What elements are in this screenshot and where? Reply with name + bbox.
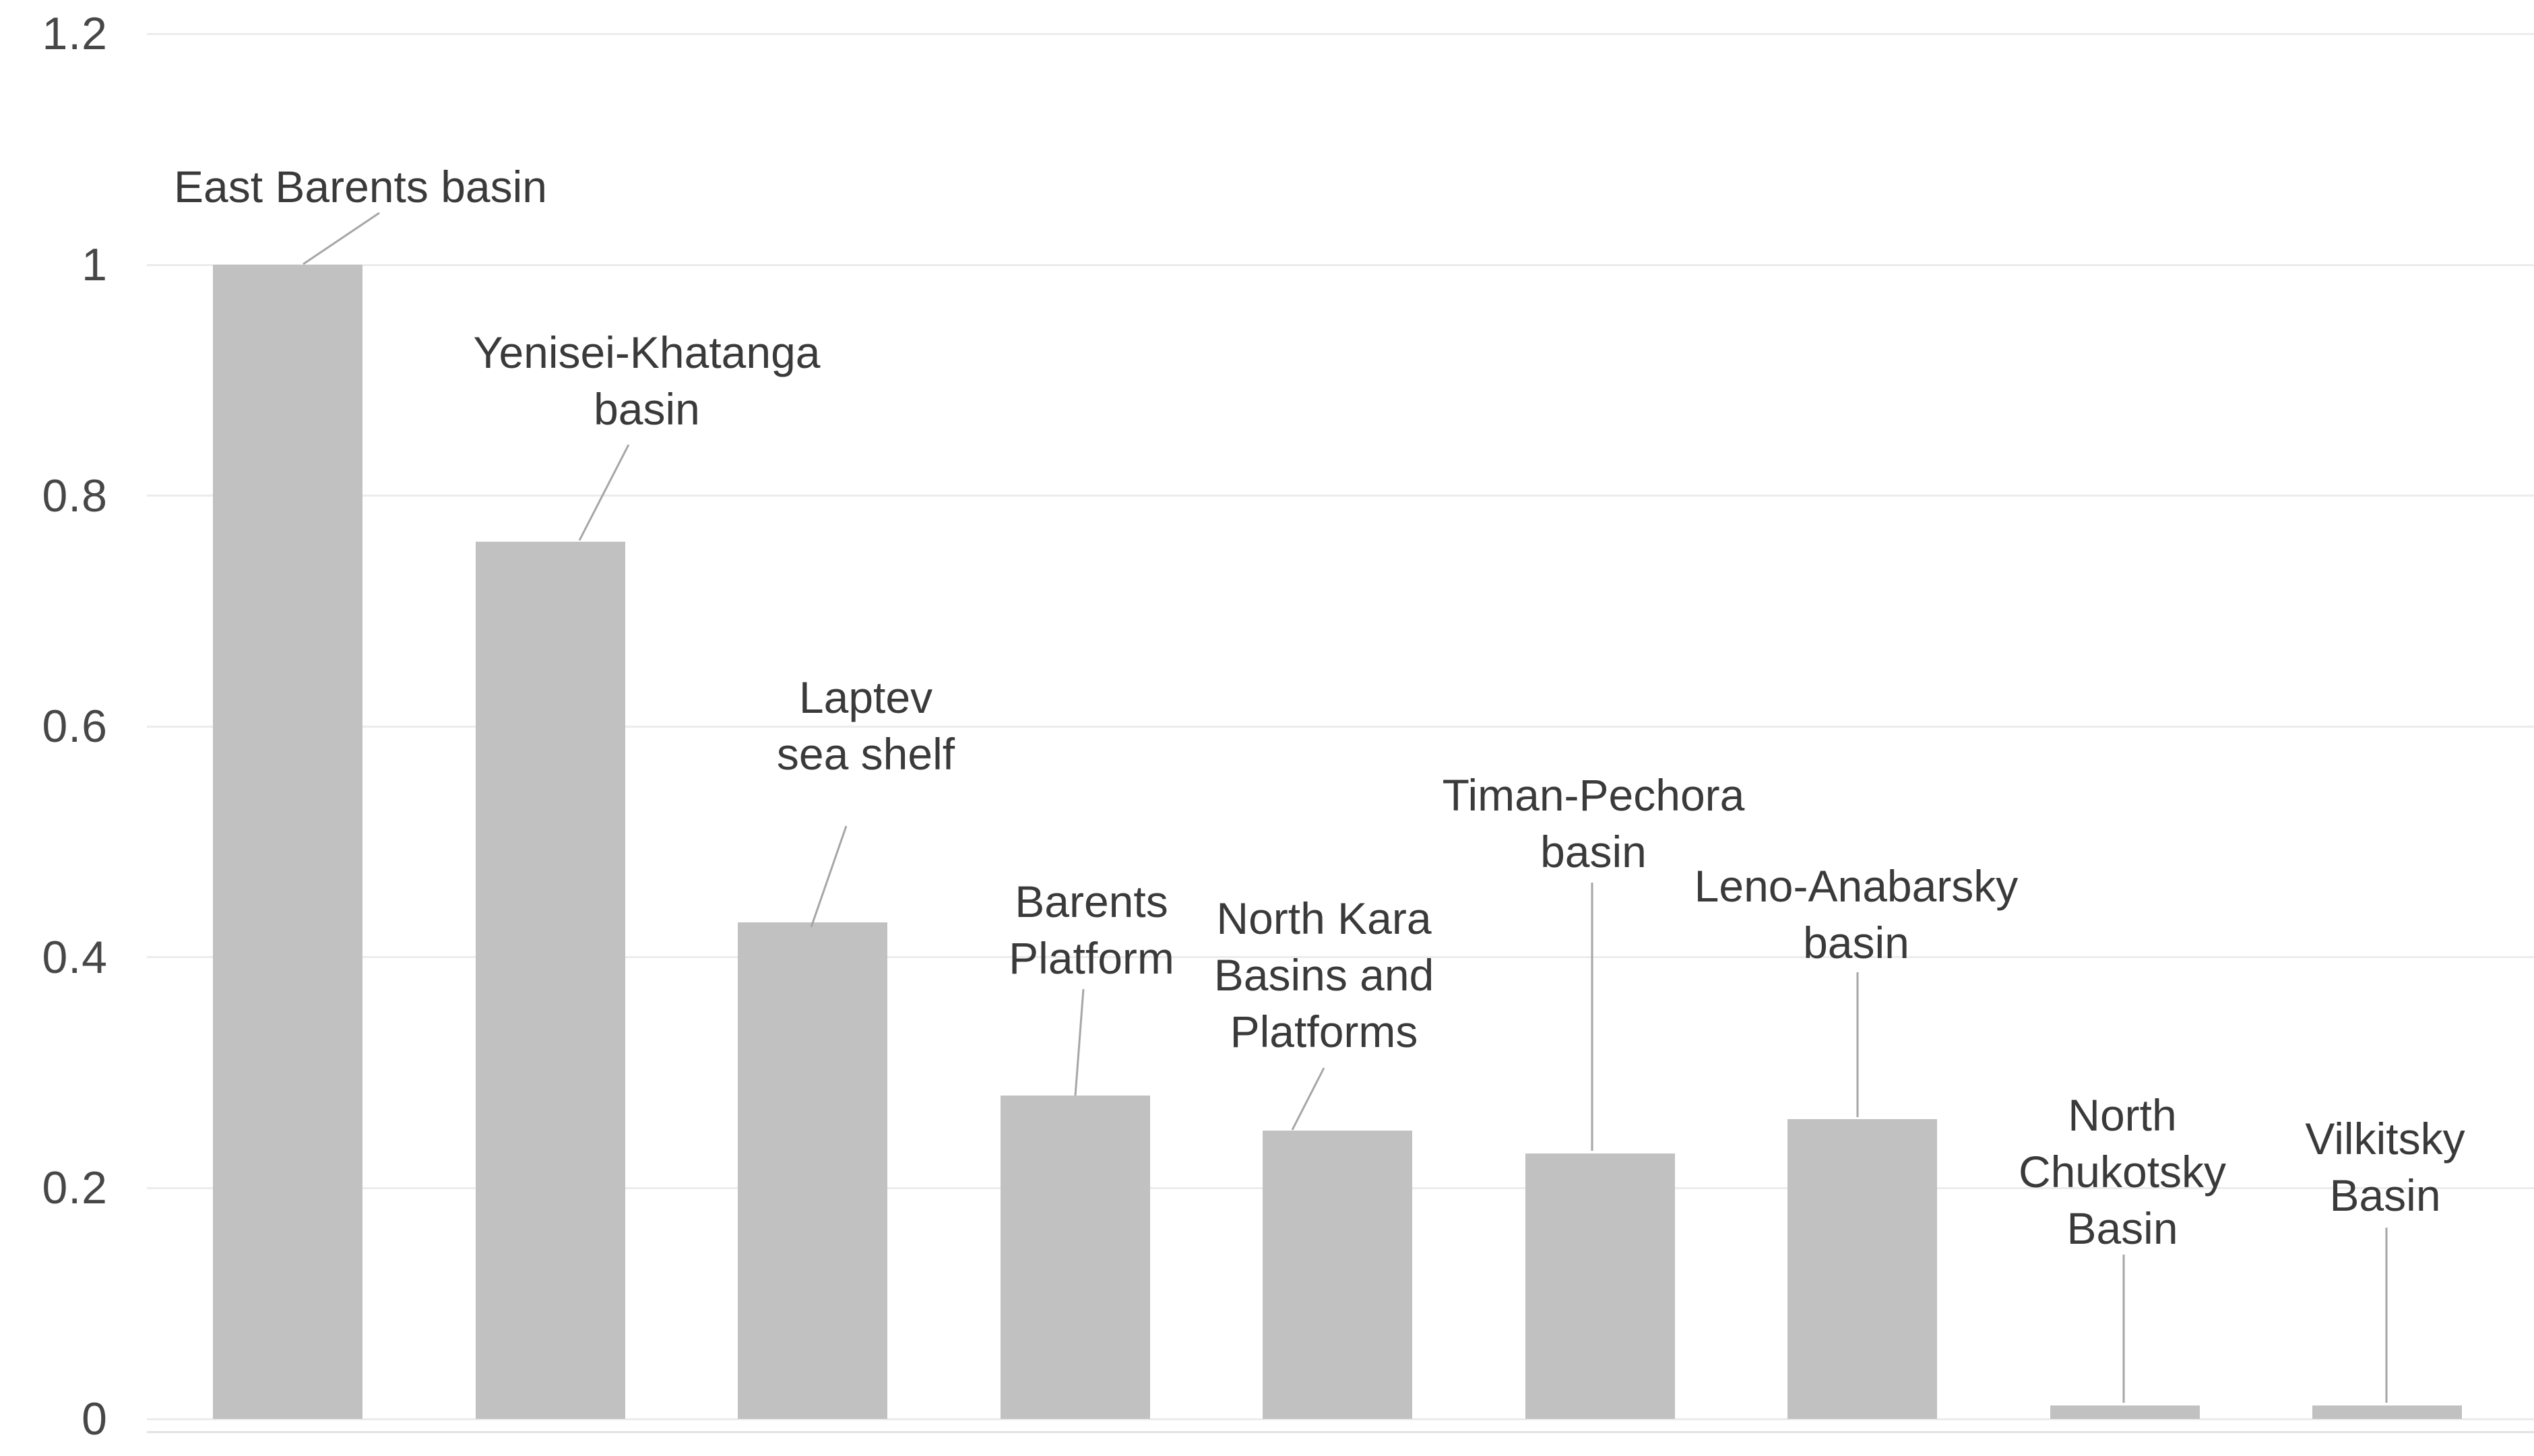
bar-label-line: Yenisei-Khatanga (473, 327, 821, 377)
bar (1000, 1096, 1150, 1419)
gridline (147, 263, 2534, 266)
y-axis-tick-label: 0.2 (42, 1162, 108, 1214)
bar-label-line: Timan-Pechora (1442, 770, 1745, 820)
bar-label: Timan-Pechora basin (1443, 767, 1745, 880)
bar (213, 265, 362, 1419)
bar-label: Barents Platform (1009, 873, 1174, 986)
bar-label-line: Basins and (1213, 950, 1434, 1000)
bar (1787, 1118, 1937, 1419)
bar-label-line: Platforms (1230, 1007, 1418, 1056)
bar-label: North Kara Basins and Platforms (1214, 890, 1434, 1060)
bar-label-line: Chukotsky (2018, 1147, 2227, 1197)
leader-line (1074, 988, 1085, 1096)
bar-label: Yenisei-Khatanga basin (474, 324, 821, 437)
bar-label-line: Barents (1015, 877, 1168, 926)
bar-label-line: East Barents basin (174, 162, 547, 212)
y-axis-tick-label: 0.6 (42, 701, 108, 753)
bar-label-line: Basin (2066, 1203, 2178, 1253)
y-axis-tick-label: 0.8 (42, 470, 108, 521)
y-axis-tick-label: 0.4 (42, 931, 108, 983)
bar-label: East Barents basin (174, 158, 547, 215)
leader-line (1291, 1067, 1325, 1131)
bar-label-line: basin (594, 384, 700, 434)
bar (1525, 1153, 1675, 1419)
bar-label-line: basin (1803, 918, 1909, 968)
bar-label-line: sea shelf (776, 729, 955, 779)
bar-label: Leno-Anabarsky basin (1694, 858, 2019, 971)
gridline (147, 725, 2534, 728)
bar-label: North Chukotsky Basin (2019, 1087, 2226, 1257)
leader-line (578, 444, 630, 541)
bar-label-line: Leno-Anabarsky (1694, 861, 2019, 911)
gridline (147, 956, 2534, 959)
bar-label-line: Basin (2329, 1170, 2441, 1220)
gridline (147, 1418, 2534, 1420)
y-axis-tick-label: 0 (82, 1393, 108, 1445)
y-axis-tick-label: 1.2 (42, 8, 108, 60)
bar (2312, 1405, 2462, 1419)
gridline (147, 32, 2534, 35)
leader-line (303, 212, 380, 265)
x-axis-line (147, 1431, 2534, 1433)
bar-label-line: Platform (1009, 933, 1174, 983)
bar-label-line: basin (1540, 827, 1647, 877)
leader-line (810, 825, 848, 928)
bar (738, 922, 887, 1419)
y-axis-tick-label: 1 (82, 239, 108, 290)
bar-label-line: North Kara (1216, 893, 1432, 943)
bar (475, 542, 625, 1419)
bar (2050, 1405, 2200, 1419)
bar (1263, 1130, 1412, 1419)
bar-label: Laptev sea shelf (777, 669, 955, 782)
bar-label-line: Laptev (798, 672, 933, 722)
bar-label-line: North (2068, 1090, 2177, 1140)
bar-label-line: Vilkitsky (2305, 1114, 2465, 1164)
bar-label: Vilkitsky Basin (2305, 1110, 2465, 1224)
gridline (147, 495, 2534, 497)
